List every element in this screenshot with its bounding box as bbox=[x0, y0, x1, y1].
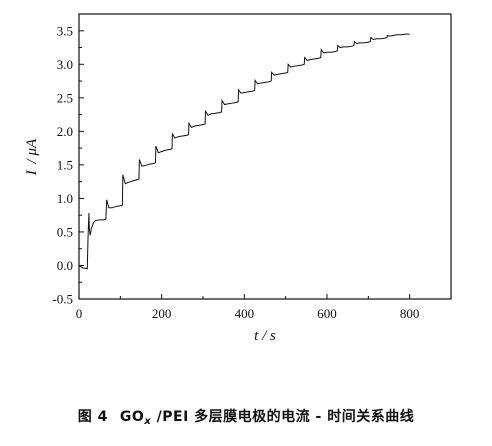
x-tick-label: 400 bbox=[235, 306, 255, 321]
y-tick-label: 2.5 bbox=[57, 90, 73, 105]
y-axis-label: I / μA bbox=[24, 138, 40, 176]
y-tick-label: 1.5 bbox=[57, 157, 73, 172]
x-axis-symbol: t bbox=[254, 328, 259, 344]
y-tick-label: 1.0 bbox=[57, 191, 73, 206]
x-axis-label: t / s bbox=[254, 328, 276, 344]
figure-number: 图 4 bbox=[77, 409, 108, 425]
y-axis-unit: μA bbox=[24, 138, 40, 157]
x-tick-label: 800 bbox=[400, 306, 420, 321]
y-tick-label: 0.5 bbox=[57, 224, 73, 239]
x-axis-unit: s bbox=[270, 328, 276, 344]
caption-rest: /PEI 多层膜电极的电流 - 时间关系曲线 bbox=[151, 409, 415, 425]
current-series-line bbox=[78, 33, 410, 270]
y-tick-label: -0.5 bbox=[52, 292, 73, 307]
x-tick-label: 0 bbox=[76, 306, 83, 321]
caption-main: GO bbox=[119, 409, 145, 425]
figure-caption: 图 4 GOx /PEI 多层膜电极的电流 - 时间关系曲线 bbox=[0, 406, 492, 427]
y-axis-symbol: I bbox=[24, 169, 40, 176]
x-axis-ticks: 0 200 400 600 800 bbox=[76, 294, 420, 321]
plot-frame bbox=[78, 13, 452, 300]
y-tick-label: 3.5 bbox=[57, 23, 73, 38]
caption-subscript: x bbox=[144, 416, 152, 427]
y-tick-label: 0.0 bbox=[57, 258, 73, 273]
y-axis-ticks: -0.5 0.0 0.5 1.0 1.5 2.0 2.5 3.0 3.5 bbox=[52, 23, 84, 307]
x-tick-label: 600 bbox=[317, 306, 337, 321]
x-tick-label: 200 bbox=[152, 306, 172, 321]
y-tick-label: 3.0 bbox=[57, 57, 73, 72]
y-tick-label: 2.0 bbox=[57, 124, 73, 139]
